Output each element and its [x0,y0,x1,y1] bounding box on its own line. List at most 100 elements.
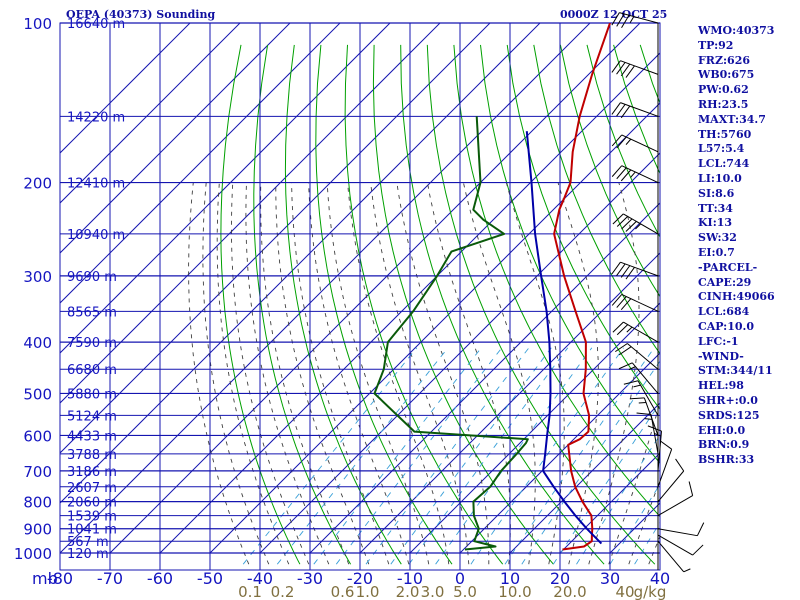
index-item: RH:23.5 [698,97,749,111]
moist-adiabat-line [608,400,660,565]
index-item: TH:5760 [698,127,752,141]
mixing-ratio-line [470,347,624,565]
temperature-tick-label: -50 [197,569,223,588]
dry-adiabat-line [480,44,660,464]
isotherm-line [559,452,660,554]
mixing-ratio-label: 0.1 [238,583,262,600]
mixing-ratio-line [242,347,418,565]
wind-barb [611,261,659,280]
mixing-ratio-label: 1.0 [356,583,380,600]
temperature-tick-label: -80 [47,569,73,588]
wind-barb-staff [619,12,659,24]
sounding-indices-panel: WMO:40373 TP:92 FRZ:626 WB0:675 PW:0.62 RH:23… [698,24,775,468]
wind-barb-flag [629,397,645,400]
index-item: SHR+:0.0 [698,393,758,407]
wind-barb-flag [675,458,685,472]
height-label: 16640 m [67,17,125,32]
isotherm-line [60,23,491,454]
isotherm-line [509,402,660,554]
pressure-axis-label: mb [32,569,58,588]
wind-barb-flag [636,412,652,415]
index-item: -PARCEL- [698,260,758,274]
temperature-tick-label: -20 [347,569,373,588]
wind-barb-flag [616,216,629,227]
wind-barb-half-flag [654,432,662,437]
skewed-grid [60,23,800,565]
wind-barb-staff [650,414,659,454]
index-item: KI:13 [698,216,733,230]
wind-barb [618,362,659,394]
height-label: 2060 m [67,496,117,511]
pressure-tick-label: 500 [23,385,52,403]
moist-adiabat-line [396,182,490,565]
mixing-ratio-line [313,347,482,565]
wind-barb-staff [657,495,693,517]
wind-barb-half-flag [629,16,635,24]
index-item: LI:10.0 [698,171,742,185]
wind-barb-staff [657,540,685,573]
moist-adiabat-line [326,182,430,565]
wind-barb-staff [657,534,693,556]
isotherm-line [60,23,391,354]
wind-barb [657,522,705,537]
wind-barb-flag [616,104,626,117]
mixing-ratio-line [504,347,655,565]
wind-barb-flag [688,481,694,496]
mixing-ratio-line [552,402,660,565]
wind-barb-staff [631,362,659,394]
dry-adiabat-line [773,45,800,564]
isotherm-line [159,52,660,554]
wind-barb-flag [616,324,629,336]
height-label: 2607 m [67,481,117,496]
index-item: CAP:10.0 [698,319,755,333]
dry-adiabat-line [400,44,605,565]
wind-barb [612,213,659,235]
wind-barb-flag [620,105,631,119]
wind-barb-flag [696,522,705,536]
chart-title: OEPA (40373) Sounding [66,8,216,21]
isotherm-line [109,23,641,554]
wind-barb-half-flag [635,223,642,230]
height-label: 5880 m [67,387,117,402]
wind-barb-half-flag [628,366,636,371]
wind-barb-flag [611,102,621,115]
mixing-ratio-label: 3.0 [421,583,445,600]
index-item: TP:92 [698,38,734,52]
height-label: 7590 m [67,336,117,351]
wind-barb-flag [611,134,623,147]
temperature-tick-label: -70 [97,569,123,588]
moist-adiabat-line [426,182,511,565]
temperature-tick-label: 30 [600,569,620,588]
wind-barb [611,293,659,312]
index-item: WMO:40373 [698,24,775,37]
mixing-ratio-label: 0.2 [271,583,295,600]
height-label: 567 m [67,535,109,550]
index-item: CAPE:29 [698,275,752,289]
moist-adiabat-line [245,182,330,565]
isotherm-line [60,23,341,304]
index-item: SW:32 [698,231,737,245]
wind-barb [657,458,685,502]
wind-barb-staff [621,293,659,312]
wind-barb-flag [611,261,621,275]
wind-barb-flag [611,60,621,73]
mixing-ratio-label: 5.0 [453,583,477,600]
wind-barb-flag [620,63,631,77]
height-label: 1041 m [67,523,117,538]
mixing-ratio-line [335,347,503,565]
sounding-traces [373,23,611,551]
moist-adiabat-line [557,182,599,565]
moist-adiabat-line [216,182,290,565]
height-label: 3186 m [67,465,117,480]
wind-barb [611,102,659,119]
wind-barb-flag [618,362,633,370]
index-item: EHI:0.0 [698,423,746,437]
wind-barb-half-flag [630,171,636,178]
isotherm-line [459,352,660,554]
wind-barb-staff [621,165,659,183]
moist-adiabat-line [308,182,410,565]
pressure-tick-label: 600 [23,427,52,445]
wind-barb-flag [615,343,628,353]
wind-barb [611,12,659,28]
index-item: WB0:675 [698,68,755,82]
